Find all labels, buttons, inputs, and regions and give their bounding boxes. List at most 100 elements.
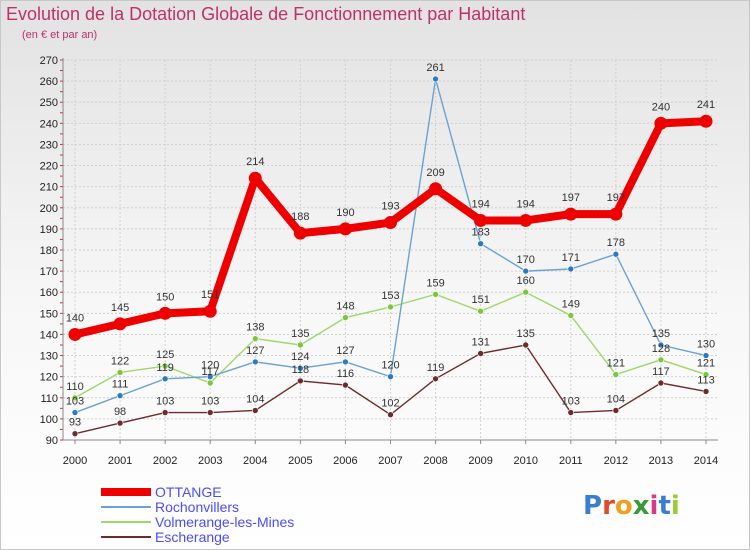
- y-tick-label: 120: [40, 372, 58, 384]
- data-label-escherange: 113: [697, 374, 715, 386]
- axes: 9010011012013014015016017018019020021022…: [40, 55, 719, 467]
- data-point-escherange: [251, 407, 259, 414]
- data-label-escherange: 102: [381, 398, 399, 410]
- data-point-ottange: [654, 116, 668, 130]
- data-point-volmerange-les-mines: [702, 371, 710, 378]
- data-label-ottange: 140: [66, 312, 84, 324]
- x-tick-label: 2010: [513, 455, 537, 467]
- data-label-escherange: 103: [201, 396, 219, 408]
- data-label-ottange: 240: [652, 101, 670, 113]
- data-label-ottange: 188: [291, 211, 309, 223]
- x-tick-label: 2014: [694, 455, 718, 467]
- data-point-rochonvillers: [71, 409, 79, 416]
- x-tick-label: 2000: [63, 455, 87, 467]
- grid-lines: [63, 59, 718, 441]
- data-point-escherange: [567, 409, 575, 416]
- data-point-escherange: [477, 350, 484, 357]
- data-label-volmerange-les-mines: 148: [336, 301, 354, 313]
- data-label-ottange: 214: [246, 156, 264, 168]
- data-label-ottange: 209: [426, 167, 444, 179]
- data-label-rochonvillers: 120: [381, 360, 399, 372]
- data-label-volmerange-les-mines: 117: [201, 366, 219, 378]
- data-label-ottange: 193: [381, 201, 399, 213]
- data-point-ottange: [338, 222, 352, 236]
- data-point-volmerange-les-mines: [297, 341, 304, 349]
- data-label-escherange: 103: [156, 396, 174, 408]
- y-tick-label: 160: [40, 287, 58, 299]
- data-label-rochonvillers: 127: [246, 345, 264, 357]
- data-label-escherange: 117: [652, 366, 670, 378]
- data-point-ottange: [68, 327, 82, 341]
- data-label-volmerange-les-mines: 125: [156, 349, 174, 361]
- data-point-volmerange-les-mines: [116, 369, 124, 376]
- data-point-ottange: [429, 182, 443, 196]
- data-label-ottange: 194: [471, 198, 489, 210]
- data-label-escherange: 98: [114, 406, 126, 418]
- x-tick-label: 2002: [153, 455, 177, 467]
- y-tick-label: 140: [40, 329, 58, 341]
- data-label-rochonvillers: 135: [652, 328, 670, 340]
- y-tick-label: 130: [40, 351, 58, 363]
- chart-subtitle: (en € et par an): [22, 29, 98, 41]
- y-tick-label: 260: [40, 76, 58, 88]
- data-point-escherange: [206, 409, 214, 416]
- data-point-rochonvillers: [702, 352, 710, 359]
- data-label-ottange: 197: [562, 192, 580, 204]
- data-point-volmerange-les-mines: [567, 312, 575, 319]
- data-point-rochonvillers: [657, 341, 665, 349]
- data-label-volmerange-les-mines: 135: [291, 328, 309, 340]
- x-tick-label: 2013: [649, 455, 673, 467]
- proxiti-logo: Proxiti: [583, 491, 680, 521]
- legend-label-escherange: Escherange: [155, 529, 230, 545]
- data-point-rochonvillers: [477, 240, 484, 247]
- data-label-volmerange-les-mines: 159: [426, 277, 444, 289]
- legend-label-ottange: OTTANGE: [155, 484, 222, 500]
- data-label-volmerange-les-mines: 110: [66, 381, 84, 393]
- x-tick-label: 2005: [288, 455, 312, 467]
- x-tick-label: 2003: [198, 455, 222, 467]
- data-point-volmerange-les-mines: [251, 335, 259, 342]
- data-point-volmerange-les-mines: [432, 291, 439, 298]
- data-point-escherange: [702, 388, 710, 395]
- y-tick-label: 240: [40, 118, 58, 130]
- data-point-ottange: [384, 216, 397, 230]
- legend-label-volmerange-les-mines: Volmerange-les-Mines: [155, 514, 294, 530]
- data-label-rochonvillers: 183: [471, 227, 489, 239]
- data-label-volmerange-les-mines: 138: [246, 322, 264, 334]
- data-label-volmerange-les-mines: 149: [562, 298, 580, 310]
- data-label-rochonvillers: 119: [156, 362, 174, 374]
- data-point-escherange: [161, 409, 169, 416]
- x-tick-label: 2007: [378, 455, 402, 467]
- y-tick-label: 100: [40, 414, 58, 426]
- data-label-rochonvillers: 124: [291, 351, 309, 363]
- data-label-escherange: 135: [517, 328, 535, 340]
- data-point-rochonvillers: [522, 267, 530, 275]
- data-point-rochonvillers: [161, 375, 169, 383]
- data-point-escherange: [342, 381, 349, 389]
- y-tick-label: 200: [40, 203, 58, 215]
- data-point-volmerange-les-mines: [387, 303, 394, 311]
- y-tick-label: 210: [40, 182, 58, 194]
- data-label-ottange: 150: [156, 291, 174, 303]
- data-label-escherange: 116: [337, 368, 355, 380]
- data-label-rochonvillers: 111: [112, 379, 129, 391]
- data-point-volmerange-les-mines: [522, 288, 530, 296]
- data-label-rochonvillers: 103: [66, 396, 84, 408]
- data-label-ottange: 190: [336, 207, 354, 219]
- data-point-escherange: [71, 430, 79, 437]
- data-point-volmerange-les-mines: [477, 307, 484, 315]
- data-point-rochonvillers: [206, 373, 214, 380]
- data-label-ottange: 151: [201, 289, 219, 301]
- data-point-volmerange-les-mines: [161, 362, 169, 370]
- data-point-volmerange-les-mines: [342, 314, 349, 321]
- data-label-escherange: 104: [607, 393, 625, 405]
- data-label-ottange: 194: [517, 198, 535, 210]
- data-label-rochonvillers: 171: [562, 252, 580, 264]
- data-point-rochonvillers: [387, 373, 394, 380]
- data-label-volmerange-les-mines: 121: [607, 358, 625, 370]
- data-point-volmerange-les-mines: [206, 379, 214, 387]
- y-tick-label: 180: [40, 245, 58, 257]
- data-point-escherange: [387, 411, 394, 418]
- data-point-rochonvillers: [567, 265, 575, 273]
